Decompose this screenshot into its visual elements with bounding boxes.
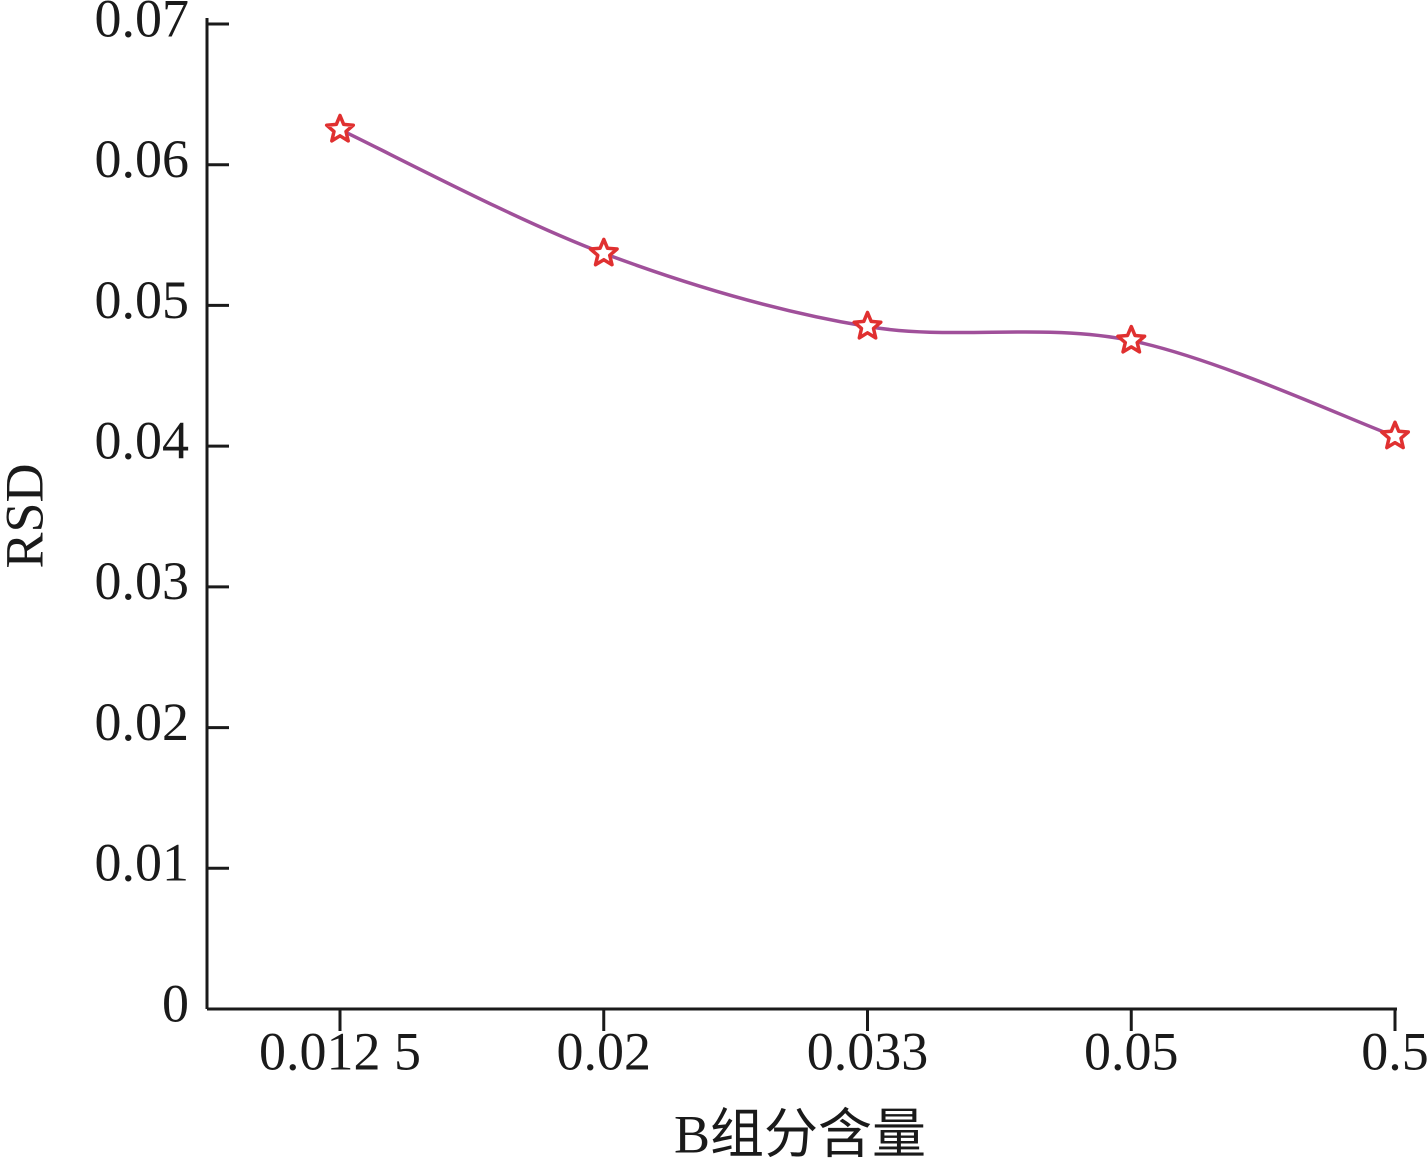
marker bbox=[1116, 324, 1147, 354]
y-tick-label: 0.06 bbox=[95, 129, 190, 189]
x-tick-label: 0.02 bbox=[557, 1021, 652, 1081]
marker bbox=[324, 113, 356, 143]
y-axis-label: RSD bbox=[0, 463, 54, 568]
x-tick-label: 0.5 bbox=[1361, 1021, 1428, 1081]
y-tick-label: 0.02 bbox=[95, 692, 190, 752]
y-tick-label: 0.01 bbox=[95, 833, 190, 893]
y-tick-label: 0.07 bbox=[95, 0, 190, 48]
x-tick-label: 0.012 5 bbox=[259, 1021, 421, 1081]
y-tick-label: 0.04 bbox=[95, 411, 190, 471]
marker bbox=[1379, 420, 1411, 450]
line bbox=[339, 127, 1396, 438]
marker bbox=[588, 237, 619, 267]
y-tick-label: 0 bbox=[162, 973, 189, 1033]
x-tick-label: 0.05 bbox=[1084, 1021, 1179, 1081]
x-tick-label: 0.033 bbox=[807, 1021, 929, 1081]
y-tick-label: 0.05 bbox=[95, 270, 190, 330]
marker bbox=[852, 310, 883, 340]
y-tick-label: 0.03 bbox=[95, 551, 190, 611]
x-axis-label: B组分含量 bbox=[674, 1104, 926, 1164]
